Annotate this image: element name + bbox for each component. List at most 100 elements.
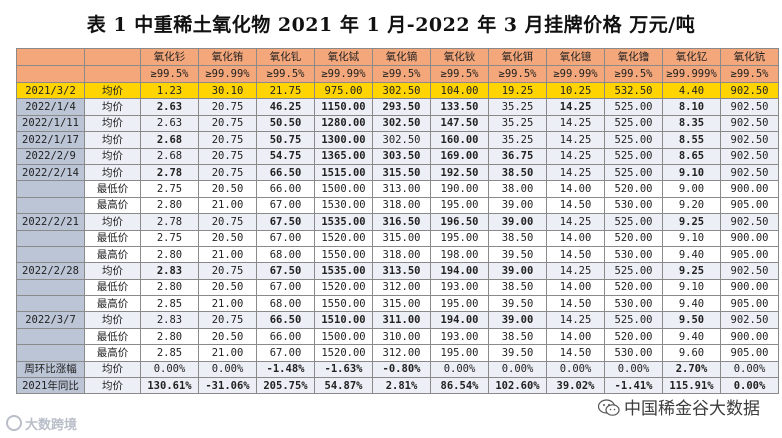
- price-value-cell: 20.75: [198, 98, 257, 116]
- price-value-cell: 525.00: [604, 213, 663, 231]
- table-row: 2021/3/2 均价 1.23 30.10 21.75 975.00 302.50 104.…: [16, 81, 779, 100]
- row-price-type-cell: 均价: [84, 377, 141, 395]
- price-value-cell: 20.75: [198, 213, 257, 231]
- price-value-cell: 39.00: [488, 196, 547, 215]
- price-value-cell: 67.00: [256, 344, 315, 362]
- price-value-cell: 14.00: [546, 278, 605, 297]
- table-row: 2022/1/4 均价 2.63 20.75 46.25 1150.00 293.50 133…: [16, 98, 779, 116]
- row-price-type-cell: 最高价: [84, 245, 141, 264]
- price-value-cell: 194.00: [430, 262, 489, 280]
- price-value-cell: 160.00: [430, 131, 489, 149]
- price-value-cell: 310.00: [372, 327, 431, 346]
- price-value-cell: 14.25: [546, 163, 605, 182]
- price-value-cell: 318.00: [372, 196, 431, 215]
- table-row: 2022/2/9 均价 2.68 20.75 54.75 1365.00 303.50 169…: [16, 147, 779, 165]
- price-value-cell: 900.00: [720, 180, 779, 198]
- price-value-cell: 1535.00: [314, 262, 373, 280]
- row-date-cell: 2022/2/28: [16, 262, 85, 280]
- price-value-cell: 0.00%: [604, 360, 663, 379]
- header-product-name: 氧化钬: [430, 48, 489, 66]
- table-row: 2022/1/11 均价 2.63 20.75 50.50 1280.00 302.50 14…: [16, 114, 779, 133]
- price-value-cell: 2.83: [140, 262, 199, 280]
- price-value-cell: 2.68: [140, 131, 199, 149]
- price-value-cell: 293.50: [372, 98, 431, 116]
- price-value-cell: 1520.00: [314, 278, 373, 297]
- row-date-cell: 2022/2/9: [16, 147, 85, 165]
- price-value-cell: 67.50: [256, 262, 315, 280]
- price-value-cell: 1150.00: [314, 98, 373, 116]
- price-value-cell: 8.35: [662, 114, 721, 133]
- price-value-cell: 19.25: [488, 81, 547, 100]
- price-value-cell: 195.00: [430, 196, 489, 215]
- price-value-cell: 530.00: [604, 344, 663, 362]
- price-value-cell: 21.00: [198, 245, 257, 264]
- price-value-cell: 194.00: [430, 311, 489, 329]
- price-value-cell: 54.87%: [314, 377, 373, 395]
- price-value-cell: 39.50: [488, 344, 547, 362]
- price-value-cell: 525.00: [604, 262, 663, 280]
- price-value-cell: 38.50: [488, 327, 547, 346]
- price-value-cell: 312.00: [372, 344, 431, 362]
- price-value-cell: 9.10: [662, 229, 721, 247]
- price-value-cell: 1530.00: [314, 196, 373, 215]
- price-value-cell: 14.00: [546, 229, 605, 247]
- price-value-cell: 0.00%: [198, 360, 257, 379]
- table-row: 最高价 2.85 21.00 68.00 1550.00 315.00 195.00 39.5…: [16, 295, 779, 313]
- price-value-cell: 1550.00: [314, 295, 373, 313]
- price-value-cell: 20.75: [198, 114, 257, 133]
- price-value-cell: 2.83: [140, 311, 199, 329]
- price-value-cell: 190.00: [430, 180, 489, 198]
- price-value-cell: 2.75: [140, 180, 199, 198]
- price-value-cell: 302.50: [372, 131, 431, 149]
- price-value-cell: 2.75: [140, 229, 199, 247]
- price-value-cell: 198.00: [430, 245, 489, 264]
- table-row: 2022/3/7 均价 2.83 20.75 66.50 1510.00 311.00 194…: [16, 311, 779, 329]
- row-price-type-cell: 均价: [84, 311, 141, 329]
- price-value-cell: 902.50: [720, 81, 779, 100]
- price-value-cell: 67.00: [256, 196, 315, 215]
- price-value-cell: 9.20: [662, 196, 721, 215]
- row-date-cell: [16, 196, 85, 215]
- price-value-cell: 14.00: [546, 180, 605, 198]
- price-value-cell: 1500.00: [314, 180, 373, 198]
- price-value-cell: 0.00%: [546, 360, 605, 379]
- price-value-cell: 2.63: [140, 114, 199, 133]
- row-date-cell: [16, 344, 85, 362]
- price-value-cell: 46.25: [256, 98, 315, 116]
- price-value-cell: 14.50: [546, 245, 605, 264]
- price-value-cell: 38.00: [488, 180, 547, 198]
- price-value-cell: 2.80: [140, 245, 199, 264]
- price-value-cell: 38.50: [488, 278, 547, 297]
- price-value-cell: 902.50: [720, 98, 779, 116]
- price-value-cell: 902.50: [720, 311, 779, 329]
- price-value-cell: 14.25: [546, 311, 605, 329]
- row-price-type-cell: 最低价: [84, 278, 141, 297]
- price-value-cell: 50.75: [256, 131, 315, 149]
- row-price-type-cell: 最高价: [84, 295, 141, 313]
- header-product-purity: ≥99.99%: [198, 65, 257, 83]
- header-product-name: 氧化钇: [662, 48, 721, 66]
- price-value-cell: 9.40: [662, 245, 721, 264]
- header-product-purity: ≥99.5%: [140, 65, 199, 83]
- price-value-cell: 525.00: [604, 147, 663, 165]
- price-value-cell: 0.00%: [488, 360, 547, 379]
- price-value-cell: 2.63: [140, 98, 199, 116]
- price-value-cell: 8.65: [662, 147, 721, 165]
- header-product-purity: ≥99.5%: [256, 65, 315, 83]
- table-row: 周环比涨幅 均价 0.00% 0.00% -1.48% -1.63% -0.80% 0.00%…: [16, 360, 779, 379]
- price-value-cell: 525.00: [604, 131, 663, 149]
- price-value-cell: 68.00: [256, 295, 315, 313]
- header-product-name: 氧化钐: [140, 48, 199, 66]
- price-value-cell: 315.00: [372, 229, 431, 247]
- price-value-cell: 14.50: [546, 344, 605, 362]
- price-value-cell: 67.00: [256, 229, 315, 247]
- price-value-cell: 313.00: [372, 180, 431, 198]
- price-value-cell: 4.40: [662, 81, 721, 100]
- price-value-cell: 196.50: [430, 213, 489, 231]
- price-value-cell: 192.50: [430, 163, 489, 182]
- price-value-cell: 905.00: [720, 245, 779, 264]
- price-value-cell: 1365.00: [314, 147, 373, 165]
- price-value-cell: 68.00: [256, 245, 315, 264]
- price-value-cell: 133.50: [430, 98, 489, 116]
- table-row: 最低价 2.80 20.50 66.00 1500.00 310.00 193.00 38.5…: [16, 327, 779, 346]
